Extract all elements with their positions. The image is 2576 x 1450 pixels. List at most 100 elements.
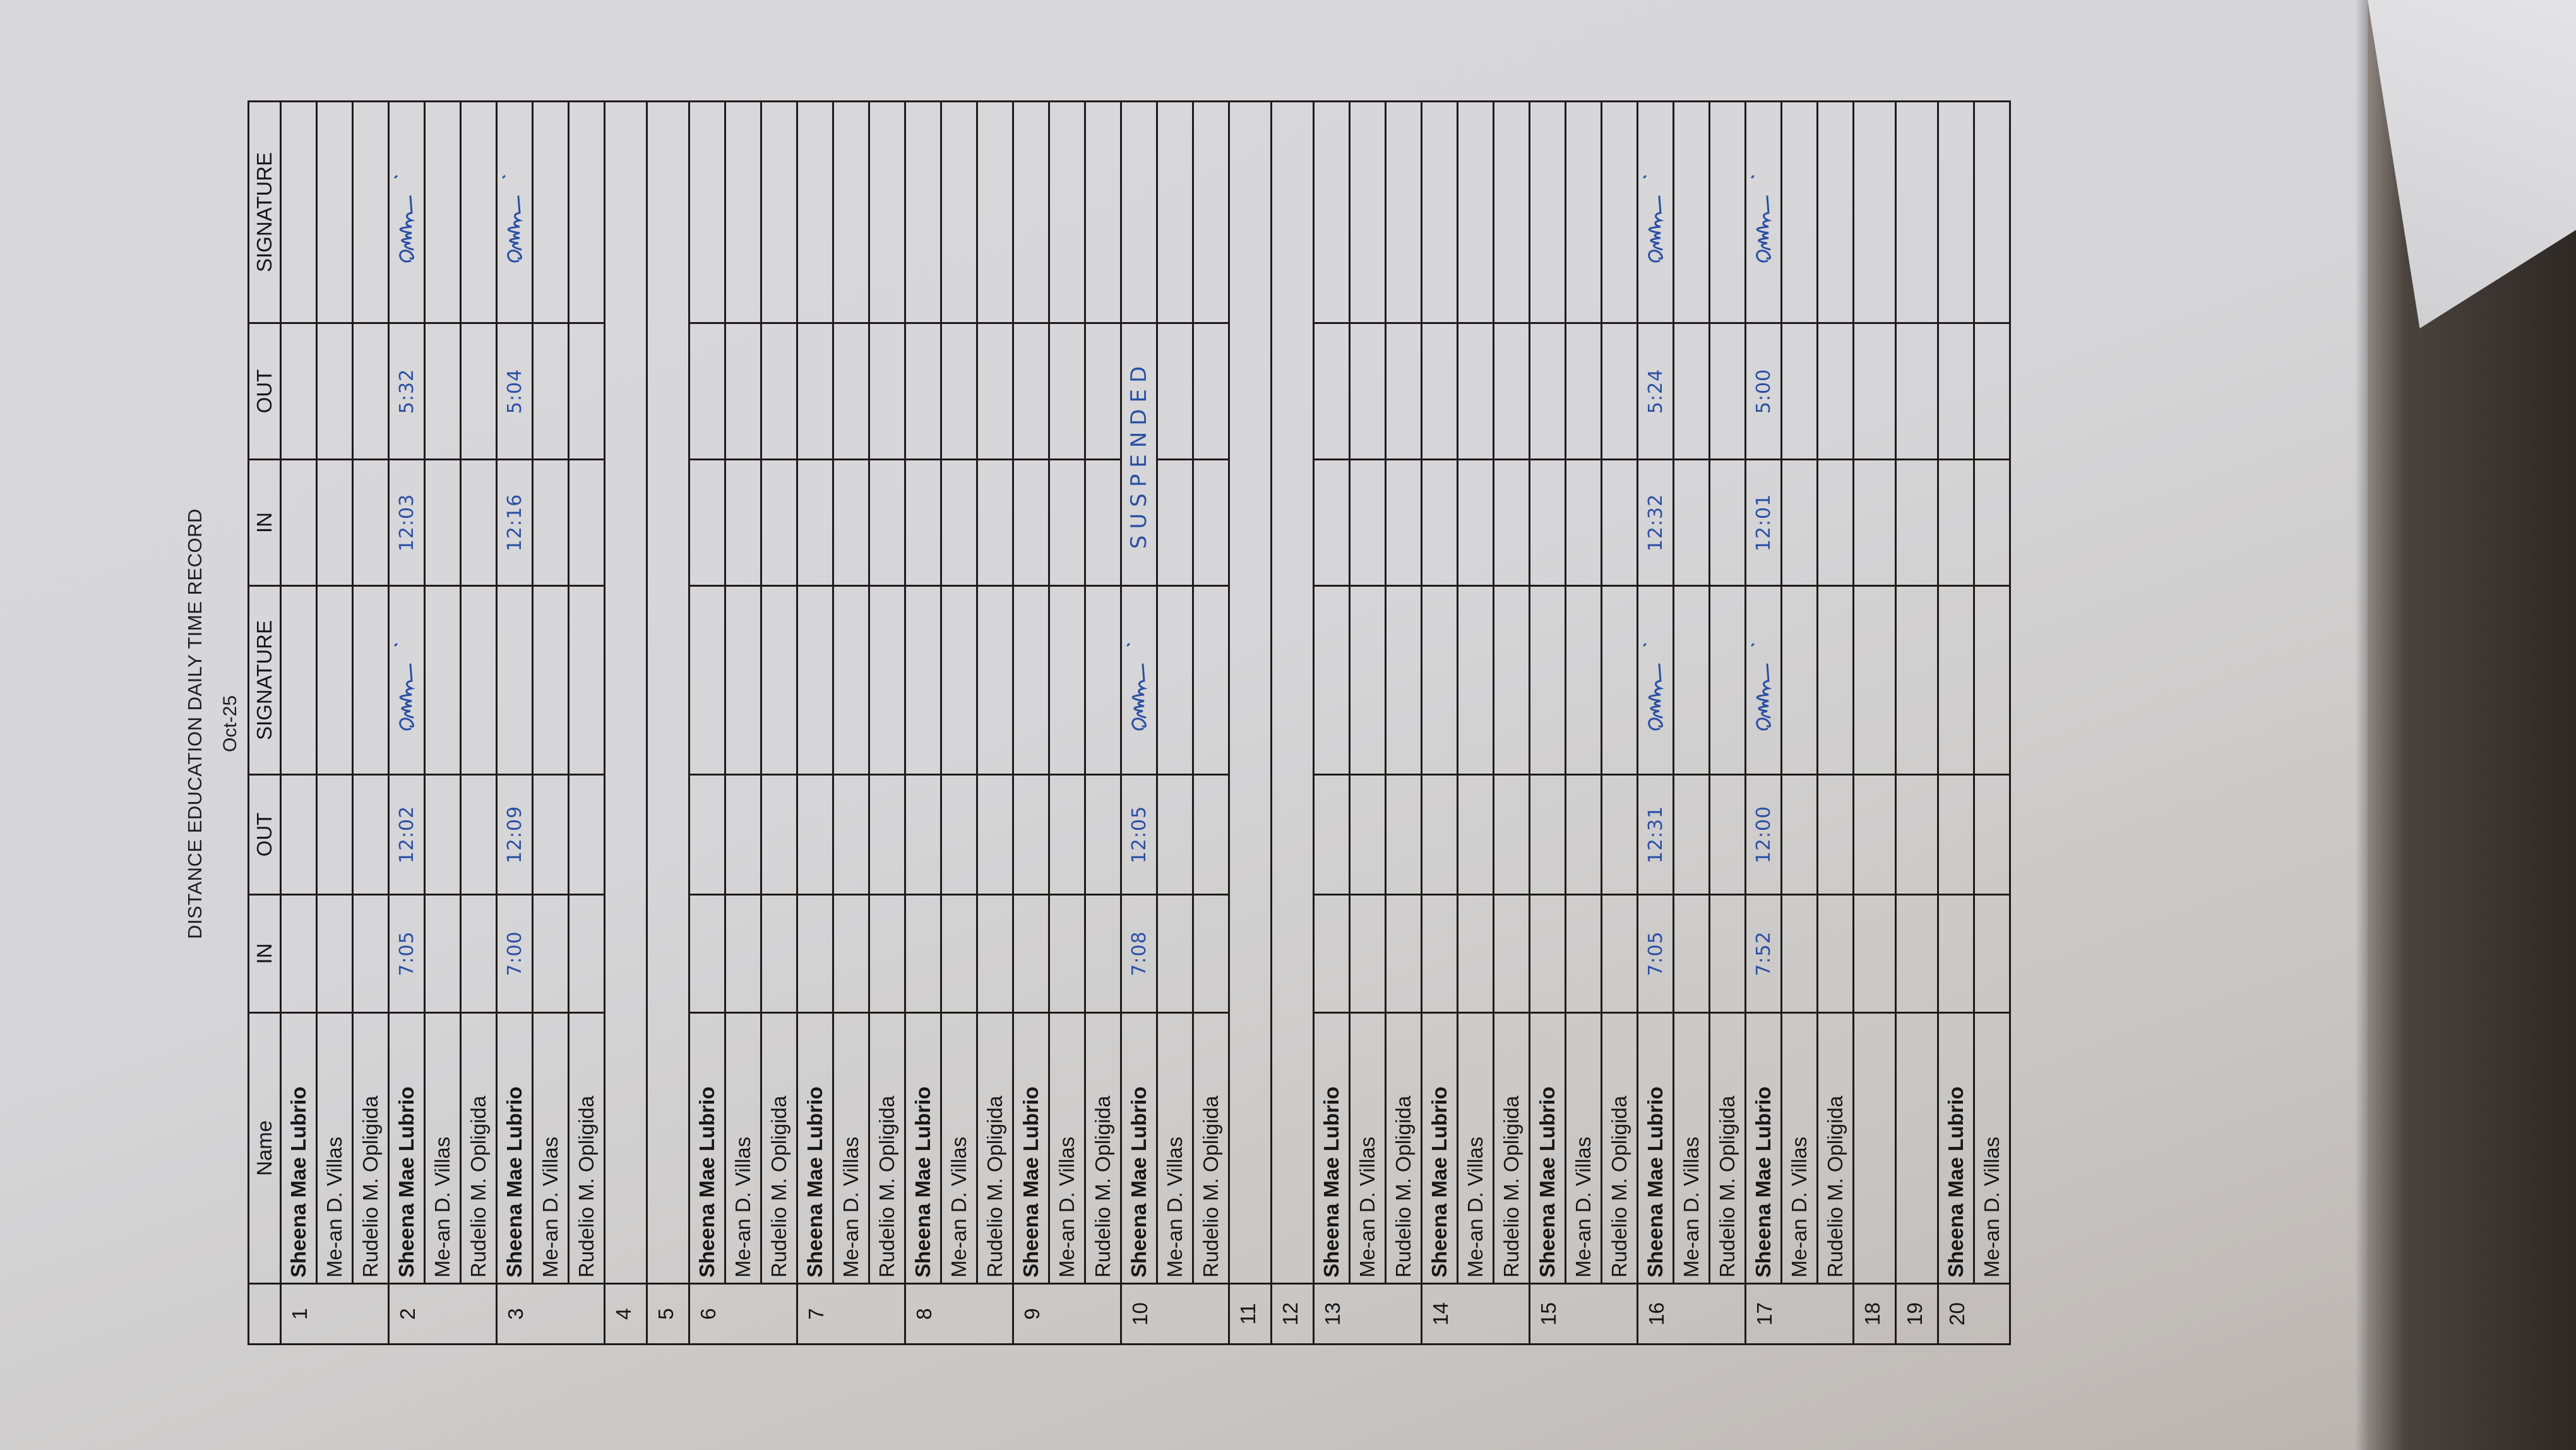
am-signature (532, 585, 569, 775)
pm-time-in (280, 459, 317, 586)
am-time-in (280, 894, 317, 1013)
am-time-in (1157, 894, 1193, 1013)
am-time-in (532, 894, 569, 1013)
am-signature (941, 585, 977, 775)
am-time-out (1157, 774, 1193, 895)
handwritten-signature (502, 175, 523, 263)
pm-time-in (833, 459, 869, 586)
day-number: 3 (496, 1283, 605, 1345)
am-time-in (797, 894, 833, 1013)
am-time-out (1853, 774, 1896, 895)
employee-name: Sheena Mae Lubrio (1745, 1012, 1782, 1284)
employee-name: Sheena Mae Lubrio (689, 1012, 725, 1284)
day-number: 4 (604, 1283, 647, 1345)
employee-name: Me-an D. Villas (316, 1012, 353, 1284)
am-time-out (352, 774, 389, 895)
pm-note: SUSPENDED (1121, 323, 1157, 586)
am-time-out (1974, 774, 2010, 895)
employee-name: Me-an D. Villas (532, 1012, 569, 1284)
employee-name: Sheena Mae Lubrio (905, 1012, 941, 1284)
table-row: 14 Sheena Mae Lubrio (1421, 101, 1530, 1345)
pm-signature (1121, 101, 1157, 323)
day-number: 16 (1637, 1283, 1746, 1345)
am-signature (1938, 585, 1974, 775)
am-time-in (833, 894, 869, 1013)
pm-in-header: IN (248, 459, 281, 586)
table-row: 20 Sheena Mae Lubrio (1938, 101, 2010, 1345)
am-signature (280, 585, 317, 775)
am-time-in (977, 894, 1013, 1013)
pm-time-out (1601, 323, 1638, 460)
pm-signature (1193, 101, 1229, 323)
pm-time-out (1013, 323, 1049, 460)
am-time-in (869, 894, 905, 1013)
pm-time-out (460, 323, 497, 460)
employee-name: Sheena Mae Lubrio (797, 1012, 833, 1284)
table-row: Rudelio M. Opligida (869, 101, 905, 1345)
am-signature (1709, 585, 1746, 775)
am-time-out (905, 774, 941, 895)
table-row: Me-an D. Villas (1049, 101, 1085, 1345)
pm-time-in (1673, 459, 1710, 586)
pm-signature (532, 101, 569, 323)
pm-time-in (1313, 459, 1350, 586)
day-number: 19 (1895, 1283, 1938, 1345)
pm-signature (1457, 101, 1494, 323)
table-row-no-class: 4 (604, 101, 647, 1345)
employee-name: Me-an D. Villas (1974, 1012, 2010, 1284)
pm-signature (1974, 101, 2010, 323)
pm-signature (1529, 101, 1566, 323)
pm-signature (1493, 101, 1530, 323)
pm-time-out (1085, 323, 1121, 460)
pm-time-in (1817, 459, 1854, 586)
am-signature (1349, 585, 1386, 775)
am-signature (869, 585, 905, 775)
table-row: Rudelio M. Opligida (761, 101, 797, 1345)
pm-signature (689, 101, 725, 323)
am-time-in (1781, 894, 1818, 1013)
am-time-in (1709, 894, 1746, 1013)
table-row: Me-an D. Villas (1781, 101, 1818, 1345)
am-time-out (1781, 774, 1818, 895)
pm-time-in (1013, 459, 1049, 586)
employee-name: Rudelio M. Opligida (1493, 1012, 1530, 1284)
pm-time-in (424, 459, 461, 586)
am-signature (725, 585, 761, 775)
handwritten-signature (1643, 175, 1664, 263)
am-signature (1493, 585, 1530, 775)
day-number: 6 (689, 1283, 797, 1345)
am-time-in: 7:00 (496, 894, 533, 1013)
day-number: 15 (1529, 1283, 1638, 1345)
employee-name: Sheena Mae Lubrio (1529, 1012, 1566, 1284)
am-signature (905, 585, 941, 775)
employee-name: Sheena Mae Lubrio (280, 1012, 317, 1284)
table-row: Rudelio M. Opligida (1493, 101, 1530, 1345)
employee-name: Me-an D. Villas (1565, 1012, 1602, 1284)
pm-time-in (797, 459, 833, 586)
pm-time-in (1157, 459, 1193, 586)
pm-signature (460, 101, 497, 323)
am-signature (1313, 585, 1350, 775)
pm-signature (1049, 101, 1085, 323)
name-header: Name (248, 1012, 281, 1284)
am-time-in (1385, 894, 1422, 1013)
pm-time-in (1457, 459, 1494, 586)
pm-time-in (1601, 459, 1638, 586)
document-title: DISTANCE EDUCATION DAILY TIME RECORD (184, 508, 206, 939)
employee-name: Me-an D. Villas (1157, 1012, 1193, 1284)
am-time-in (316, 894, 353, 1013)
pm-signature (1385, 101, 1422, 323)
table-row: Rudelio M. Opligida (1817, 101, 1854, 1345)
pm-signature (1673, 101, 1710, 323)
am-signature (568, 585, 605, 775)
day-number: 13 (1313, 1283, 1422, 1345)
table-row: Rudelio M. Opligida (1193, 101, 1229, 1345)
table-row: 2 Sheena Mae Lubrio 7:05 12:02 12:03 5:32 (388, 101, 497, 1345)
am-time-out (1313, 774, 1350, 895)
pm-time-out (1349, 323, 1386, 460)
day-number: 8 (905, 1283, 1013, 1345)
employee-name: Me-an D. Villas (833, 1012, 869, 1284)
am-signature (316, 585, 353, 775)
pm-time-in: 12:16 (496, 459, 533, 586)
employee-name: Sheena Mae Lubrio (1938, 1012, 1974, 1284)
